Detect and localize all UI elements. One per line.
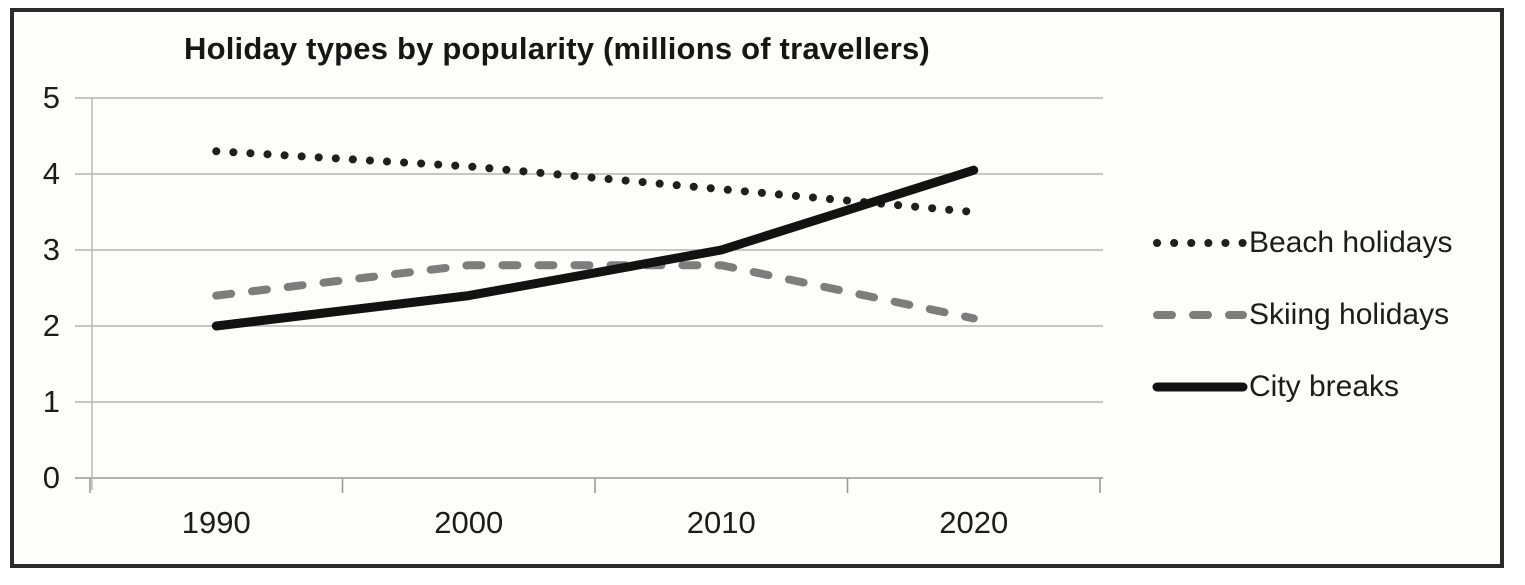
legend-label-beach-holidays: Beach holidays bbox=[1249, 226, 1453, 259]
y-axis-label: 0 bbox=[42, 460, 60, 495]
legend-label-skiing-holidays: Skiing holidays bbox=[1249, 298, 1450, 331]
y-axis-label: 3 bbox=[42, 232, 60, 267]
legend-label-city-breaks: City breaks bbox=[1249, 370, 1400, 403]
y-axis-label: 1 bbox=[42, 384, 60, 419]
y-axis-label: 2 bbox=[42, 308, 60, 343]
x-axis-label-2000: 2000 bbox=[434, 505, 504, 540]
y-axis-label: 5 bbox=[42, 80, 60, 115]
series-line-beach-holidays bbox=[212, 147, 978, 216]
chart-title: Holiday types by popularity (millions of… bbox=[184, 31, 930, 66]
x-axis-label-2010: 2010 bbox=[686, 505, 756, 540]
y-axis-label: 4 bbox=[42, 156, 60, 191]
series-line-city-breaks bbox=[211, 165, 979, 331]
x-axis-label-2020: 2020 bbox=[939, 505, 1009, 540]
x-axis-label-1990: 1990 bbox=[181, 505, 251, 540]
